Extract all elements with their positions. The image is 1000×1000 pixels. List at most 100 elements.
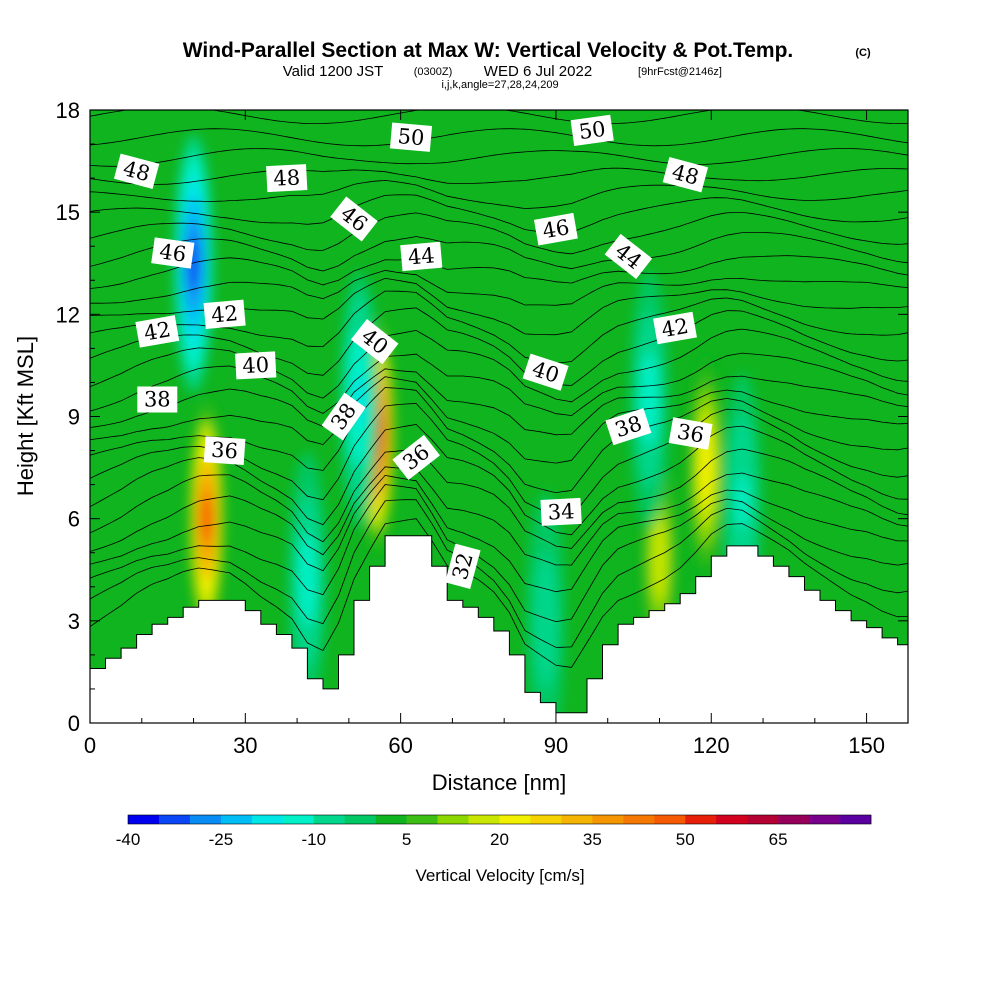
y-axis-label: Height [Kft MSL] — [13, 336, 38, 496]
contour-label-box — [605, 408, 652, 446]
contour-label-50: 50 — [570, 114, 614, 147]
colorbar-swatch — [251, 815, 284, 824]
updraft-2 — [689, 352, 723, 583]
colorbar-swatch — [747, 815, 779, 824]
contour-label-box — [662, 156, 709, 193]
subtitle-forecast: [9hrFcst@2146z] — [638, 66, 722, 78]
colorbar-swatch — [406, 815, 438, 824]
colorbar-tick-label: 65 — [769, 830, 788, 849]
contour-label-box — [604, 233, 653, 279]
colorbar-swatch — [282, 815, 315, 824]
contour-label-36: 36 — [203, 436, 246, 465]
y-tick-label: 12 — [56, 302, 80, 327]
downdraft-4 — [629, 270, 669, 529]
x-tick-label: 120 — [693, 733, 730, 758]
contour-label-box — [235, 351, 277, 380]
isentrope-line — [90, 269, 908, 306]
x-tick-label: 0 — [84, 733, 96, 758]
contour-label-text: 42 — [142, 317, 172, 345]
isentrope-line — [90, 376, 908, 464]
title-main: Wind-Parallel Section at Max W: Vertical… — [183, 39, 794, 62]
contour-label-box — [540, 497, 582, 526]
isentrope-line — [90, 148, 908, 167]
contour-label-text: 34 — [547, 499, 575, 524]
contour-label-box — [668, 417, 713, 450]
downdraft-2 — [288, 451, 327, 709]
colorbar-swatch — [499, 815, 531, 824]
contour-label-text: 46 — [541, 215, 571, 243]
isentrope-line — [90, 466, 908, 566]
x-tick-label: 30 — [233, 733, 257, 758]
colorbar-tick-label: 35 — [583, 830, 602, 849]
theta-contours — [90, 110, 908, 668]
colorbar-label: Vertical Velocity [cm/s] — [415, 866, 584, 885]
contour-label-48: 48 — [266, 164, 308, 193]
contour-label-50: 50 — [389, 122, 433, 152]
chart-title: Wind-Parallel Section at Max W: Vertical… — [183, 39, 871, 62]
colorbar-swatch — [654, 815, 686, 824]
colorbar-swatch — [220, 815, 253, 824]
contour-label-box — [522, 353, 569, 391]
contour-label-box — [330, 196, 378, 242]
contour-label-text: 46 — [158, 239, 188, 266]
contour-label-42: 42 — [653, 311, 697, 345]
velocity-level — [653, 535, 666, 584]
isentrope-line — [90, 448, 908, 549]
colorbar-tick-label: 5 — [402, 830, 411, 849]
subtitle-utc: (0300Z) — [414, 66, 453, 78]
colorbar-swatch — [778, 815, 810, 824]
colorbar: -40 -25 -10 5 20 35 50 65 — [116, 814, 872, 849]
contour-label-46: 46 — [533, 212, 578, 246]
contour-label-box — [151, 237, 195, 269]
contour-label-38: 38 — [137, 386, 178, 413]
contour-label-48: 48 — [662, 156, 709, 193]
colorbar-swatch — [840, 815, 872, 824]
colorbar-swatch — [809, 815, 841, 824]
colorbar-swatch — [561, 815, 593, 824]
x-tick-label: 90 — [544, 733, 568, 758]
isentrope-line — [90, 474, 908, 593]
y-tick-label: 15 — [56, 200, 80, 225]
x-tick-label: 150 — [848, 733, 885, 758]
colorbar-swatch — [468, 815, 500, 824]
x-axis: 0 30 60 90 120 150 — [84, 110, 885, 758]
colorbar-tick-label: 20 — [490, 830, 509, 849]
contour-label-text: 50 — [577, 117, 607, 144]
colorbar-swatch — [437, 815, 469, 824]
velocity-level — [539, 594, 553, 648]
contour-label-44: 44 — [400, 241, 443, 272]
colorbar-swatch — [685, 815, 717, 824]
colorbar-tick-label: -40 — [116, 830, 141, 849]
contour-label-box — [203, 299, 246, 329]
contour-label-36: 36 — [668, 417, 713, 450]
colorbar-tick-label: -10 — [301, 830, 326, 849]
contour-label-34: 34 — [540, 497, 582, 526]
contour-label-box — [445, 543, 481, 589]
contour-label-box — [570, 114, 614, 147]
contour-label-box — [653, 311, 697, 345]
contour-label-text: 36 — [210, 438, 238, 464]
subtitle-indices: i,j,k,angle=27,28,24,209 — [441, 79, 558, 91]
colorbar-swatch — [344, 815, 376, 824]
contour-label-box — [350, 319, 399, 365]
y-tick-label: 0 — [68, 711, 80, 736]
colorbar-swatch — [592, 815, 624, 824]
isentrope-line — [90, 255, 908, 289]
contour-label-text: 50 — [397, 124, 426, 150]
isentrope-line — [90, 290, 908, 364]
contour-label-text: 48 — [273, 165, 301, 190]
contour-label-box — [135, 315, 180, 348]
isentrope-line — [90, 484, 908, 623]
contour-label-text: 42 — [210, 301, 239, 327]
contour-label-text: 38 — [144, 388, 171, 412]
colorbar-swatch — [716, 815, 748, 824]
contour-label-38: 38 — [605, 408, 652, 446]
y-tick-label: 6 — [68, 507, 80, 532]
terrain-mask — [90, 535, 908, 723]
isentrope-line — [90, 387, 908, 494]
colorbar-swatch — [128, 815, 160, 824]
contour-label-text: 36 — [675, 419, 705, 447]
